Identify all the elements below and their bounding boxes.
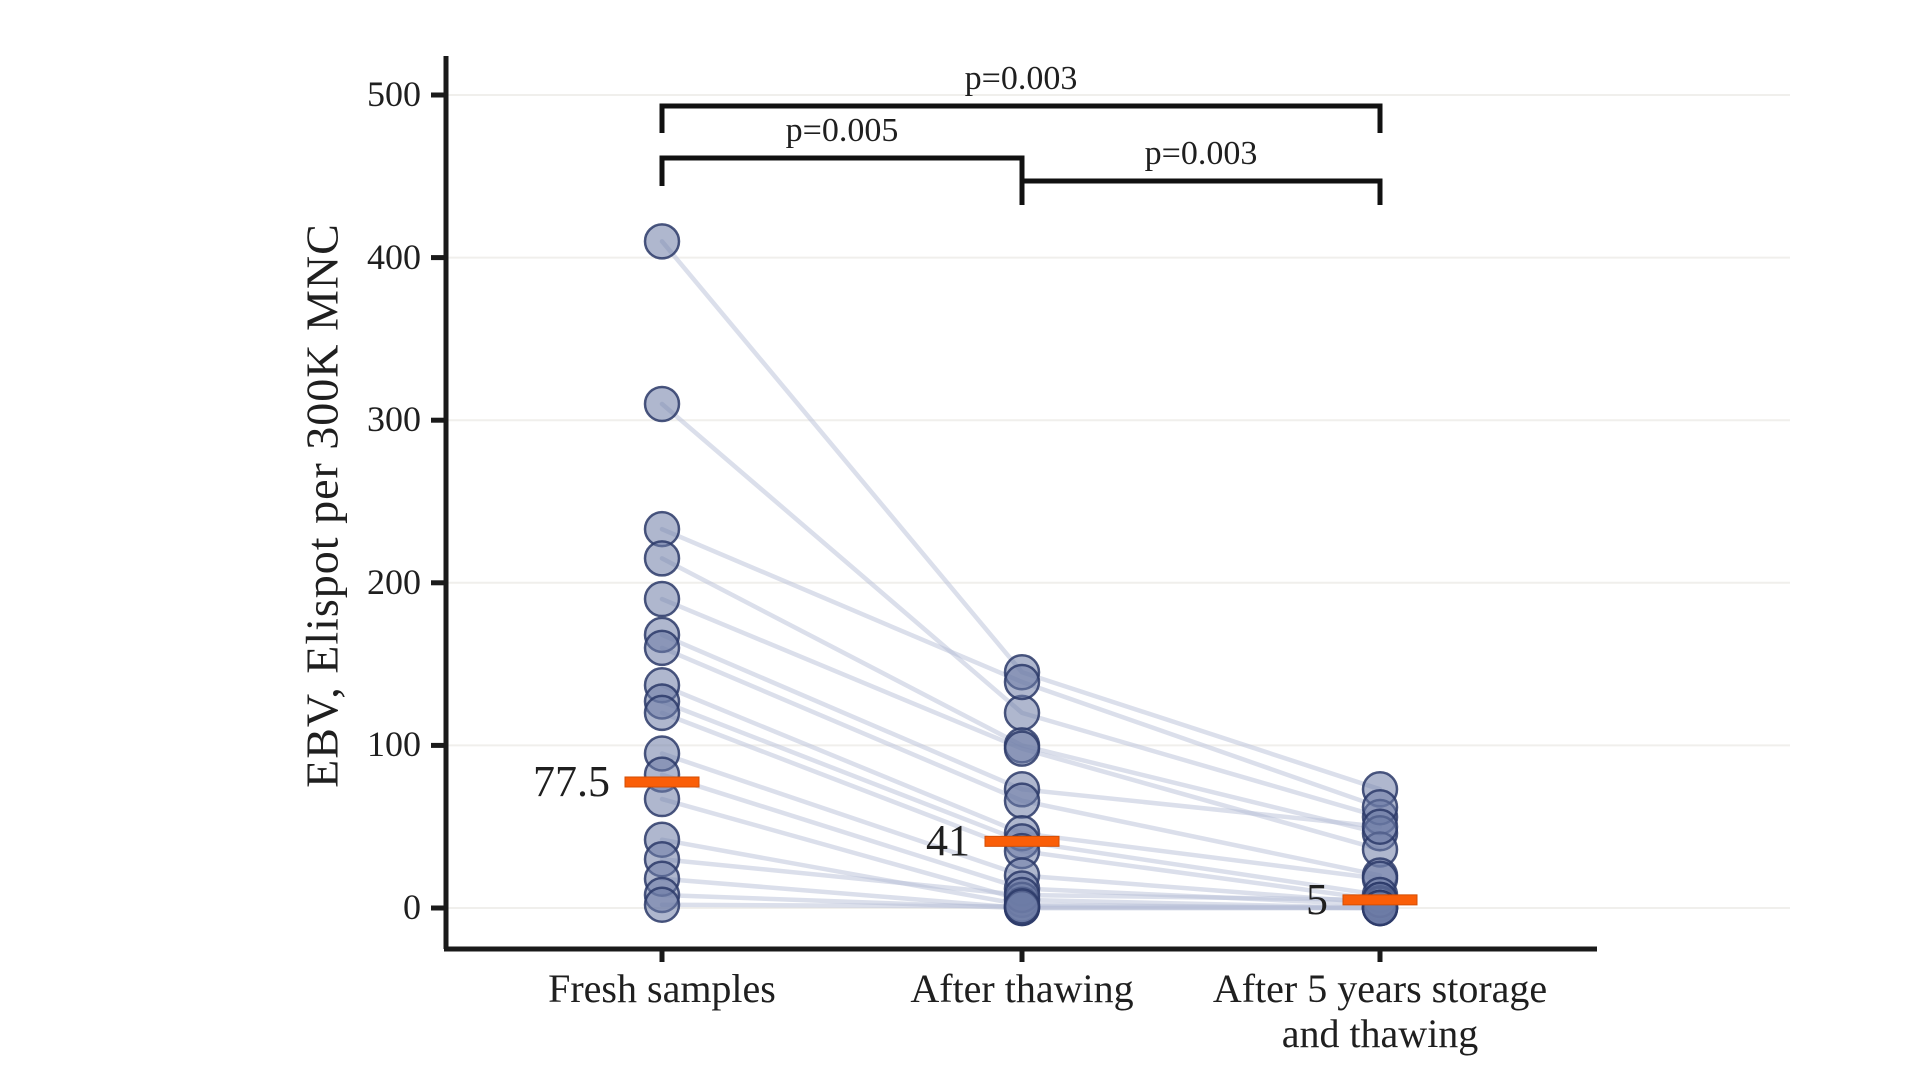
p-value-label-1: p=0.003: [964, 60, 1078, 97]
median-bar: [624, 776, 700, 788]
data-point: [1003, 663, 1041, 701]
y-tick-label: 0: [403, 887, 421, 927]
significance-bracket: [659, 103, 1383, 133]
data-point: [1003, 782, 1041, 819]
median-bar: [984, 835, 1060, 847]
data-point: [643, 886, 681, 923]
median-label-1: 41: [926, 816, 970, 866]
data-point: [643, 629, 681, 667]
significance-bracket: [1019, 178, 1383, 205]
data-point: [643, 385, 681, 423]
data-point: [643, 540, 681, 577]
data-point: [1003, 888, 1041, 925]
median-label-0: 77.5: [533, 756, 610, 806]
y-tick-label: 400: [367, 236, 421, 277]
y-tick-label: 200: [367, 561, 421, 602]
y-tick-label: 300: [367, 399, 421, 440]
y-axis-title: EBV, Elispot per 300K MNC: [296, 223, 348, 788]
median-bar: [1342, 894, 1418, 906]
data-point: [1361, 808, 1399, 845]
group-label-0: Fresh samples: [548, 966, 776, 1011]
group-label-1: After thawing: [910, 966, 1134, 1011]
data-point: [1003, 694, 1041, 732]
significance-bracket: [659, 155, 1025, 186]
median-label-2: 5: [1306, 874, 1328, 924]
p-value-label-0: p=0.005: [785, 112, 899, 149]
p-value-label-2: p=0.003: [1144, 135, 1258, 172]
group-label-2: After 5 years storage and thawing: [1212, 966, 1548, 1056]
data-point: [643, 223, 681, 260]
y-tick-label: 100: [367, 724, 421, 765]
data-point: [643, 694, 681, 732]
data-point: [1003, 730, 1041, 767]
data-point: [643, 580, 681, 618]
y-tick-label: 500: [367, 74, 421, 114]
